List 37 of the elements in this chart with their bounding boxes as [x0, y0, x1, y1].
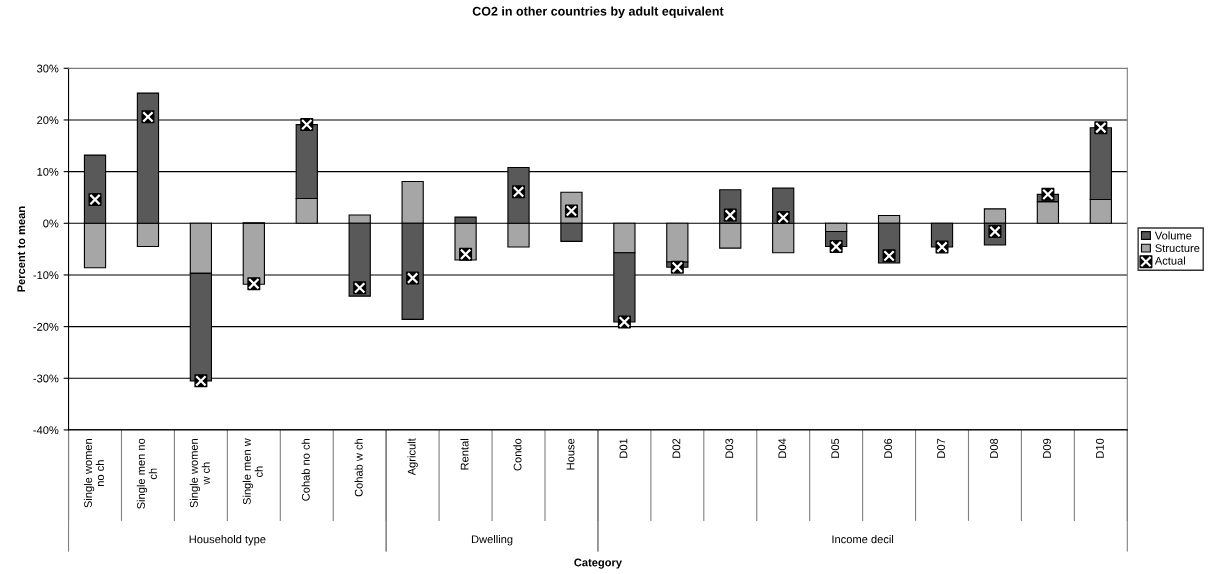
- x-tick-label: Cohab w ch: [354, 438, 363, 497]
- y-tick-label: -30%: [33, 374, 59, 383]
- x-tick-label: Single men w ch: [242, 438, 263, 505]
- y-tick-label: 30%: [37, 64, 59, 73]
- x-tick-label: Rental: [460, 439, 469, 470]
- text: Income decil: [832, 535, 894, 544]
- x-tick-label: Single men no ch: [136, 438, 157, 509]
- x-tick-label: Agricult: [407, 438, 418, 476]
- legend-label: Actual: [1154, 256, 1185, 265]
- x-tick-label: Single women no ch: [83, 438, 104, 508]
- text: Dwelling: [471, 535, 513, 546]
- x-tick-label: D05: [831, 438, 840, 458]
- legend-label: Structure: [1155, 244, 1200, 253]
- x-tick-label: D01: [619, 438, 628, 458]
- chart-title: CO2 in other countries by adult equivalent: [472, 6, 724, 19]
- x-tick-label: D03: [725, 438, 734, 458]
- x-tick-label: D07: [937, 438, 945, 458]
- y-tick-label: -20%: [33, 322, 59, 331]
- text: Household type: [189, 535, 266, 546]
- y-tick-label: 0%: [43, 219, 59, 228]
- y-axis-title: Percent to mean: [17, 206, 26, 292]
- x-tick-label: Single women w ch: [189, 438, 210, 508]
- y-tick-label: -10%: [33, 271, 59, 280]
- x-axis-title: Category: [574, 558, 622, 569]
- x-tick-label: D08: [990, 438, 998, 458]
- y-tick-label: -40%: [33, 426, 59, 435]
- x-tick-label: D06: [884, 438, 893, 458]
- y-tick-label: 20%: [37, 116, 59, 125]
- x-tick-label: Condo: [513, 438, 522, 471]
- x-tick-label: D04: [778, 438, 787, 458]
- legend-label: Volume: [1154, 231, 1192, 240]
- x-tick-label: D10: [1095, 438, 1104, 458]
- x-tick-label: Cohab no ch: [301, 438, 310, 501]
- y-tick-label: 10%: [37, 167, 59, 176]
- x-tick-label: D02: [672, 438, 681, 458]
- x-tick-label: House: [566, 438, 575, 470]
- x-tick-label: D09: [1043, 438, 1051, 458]
